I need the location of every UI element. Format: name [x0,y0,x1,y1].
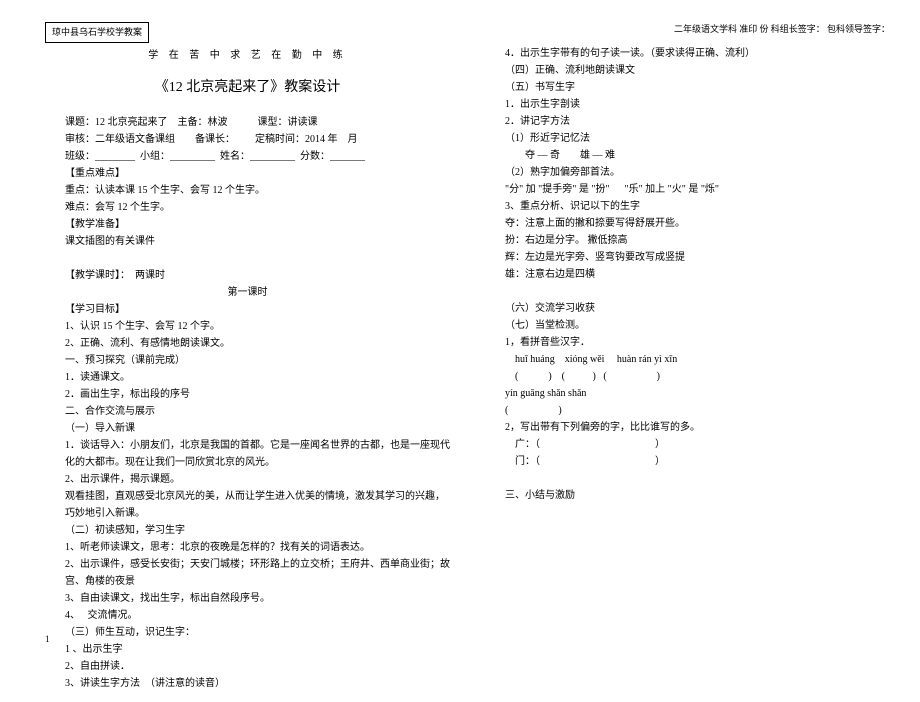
meta-line-2: 审核：二年级语文备课组 备课长： 定稿时间：2014 年 月 [45,131,450,148]
heading-prepare: 【教学准备】 [45,216,450,233]
r-16: （七）当堂检测。 [485,317,890,334]
heading-goal: 【学习目标】 [45,301,450,318]
header-motto: 学 在 苦 中 求 艺 在 勤 中 练 [45,47,450,64]
meta-line-1: 课题：12 北京亮起来了 主备：林波 课型：讲读课 [45,114,450,131]
r-22: 2，写出带有下列偏旁的字，比比谁写的多。 [485,419,890,436]
sec-2-2-2: 2、出示课件，感受长安街；天安门城楼；环形路上的立交桥；王府井、西单商业街；故宫… [45,556,450,590]
lesson-one: 第一课时 [45,284,450,301]
blank-3 [485,470,890,487]
heading-hours: 【教学课时】： 两课时 [45,267,450,284]
sec-2-2-3: 3、自由读课文，找出生字，标出自然段序号。 [45,590,450,607]
r-12: 扮：右边是分字。 撇低捺高 [485,232,890,249]
r-3: （五）书写生字 [485,79,890,96]
r-11: 夺：注意上面的撇和捺要写得舒展开些。 [485,215,890,232]
blank-2 [485,283,890,300]
r-13: 辉：左边是光字旁、竖弯钩要改写成竖提 [485,249,890,266]
line-key1: 重点：认读本课 15 个生字、会写 12 个生字。 [45,182,450,199]
r-6: （1）形近字记忆法 [485,130,890,147]
sec-1: 一、预习探究（课前完成） [45,352,450,369]
sec-2-1: （一）导入新课 [45,420,450,437]
lesson-title: 《12 北京亮起来了》教案设计 [45,76,450,100]
r-14: 雄：注意右边是四横 [485,266,890,283]
goal-2: 2、正确、流利、有感情地朗读课文。 [45,335,450,352]
r-10: 3、重点分析、识记以下的生字 [485,198,890,215]
sec-2-3-2: 2、自由拼读． [45,658,450,675]
r-17: 1，看拼音些汉字． [485,334,890,351]
r-4: 1．出示生字剖读 [485,96,890,113]
r-18: huī huáng xióng wěi huàn rán yì xīn [485,351,890,368]
line-prepare: 课文插图的有关课件 [45,233,450,250]
r-19: ( ) ( ) ( ) [485,368,890,385]
r-23: 广：（ ） [485,436,890,453]
sec-2-2: （二）初读感知，学习生字 [45,522,450,539]
header-subject-info: 二年级语文学科 准印 份 科组长签字： 包科领导签字： [485,22,890,37]
r-1: 4．出示生字带有的句子读一读。（要求读得正确、流利） [485,45,890,62]
r-2: （四）正确、流利地朗读课文 [485,62,890,79]
goal-1: 1、认识 15 个生字、会写 12 个字。 [45,318,450,335]
sec-1-2: 2．画出生字，标出段的序号 [45,386,450,403]
sec-2-2-1: 1、听老师读课文，思考：北京的夜晚是怎样的？找有关的词语表达。 [45,539,450,556]
r-25: 三、小结与激励 [485,487,890,504]
sec-1-1: 1．读通课文。 [45,369,450,386]
line-key2: 难点：会写 12 个生字。 [45,199,450,216]
r-9: "分" 加 "提手旁" 是 "扮" "乐" 加上 "火" 是 "烁" [485,181,890,198]
r-20: yín guāng shǎn shǎn [485,385,890,402]
page-number: 1 [45,634,50,644]
r-5: 2．讲记字方法 [485,113,890,130]
para-watch: 观看挂图，直观感受北京风光的美，从而让学生进入优美的情境，激发其学习的兴趣，巧妙… [45,488,450,522]
r-7: 夺 — 奇 雄 — 难 [485,147,890,164]
blank-1 [45,250,450,267]
sec-2-3: （三）师生互动，识记生字： [45,624,450,641]
heading-keypoints: 【重点难点】 [45,165,450,182]
header-school-box: 琼中县乌石学校学教案 [45,22,149,43]
sec-2-1-2: 2、出示课件，揭示课题。 [45,471,450,488]
r-21: ( ) [485,402,890,419]
sec-2-2-4: 4、 交流情况。 [45,607,450,624]
r-15: （六）交流学习收获 [485,300,890,317]
r-24: 门：（ ） [485,453,890,470]
r-8: （2）熟字加偏旁部首法。 [485,164,890,181]
meta-line-3: 班级：________ 小组：_________ 姓名：_________ 分数… [45,148,450,165]
para-intro: 1．谈话导入：小朋友们，北京是我国的首都。它是一座闻名世界的古都，也是一座现代化… [45,437,450,471]
sec-2: 二、合作交流与展示 [45,403,450,420]
sec-2-3-3: 3、讲读生字方法 （讲注意的读音） [45,675,450,692]
